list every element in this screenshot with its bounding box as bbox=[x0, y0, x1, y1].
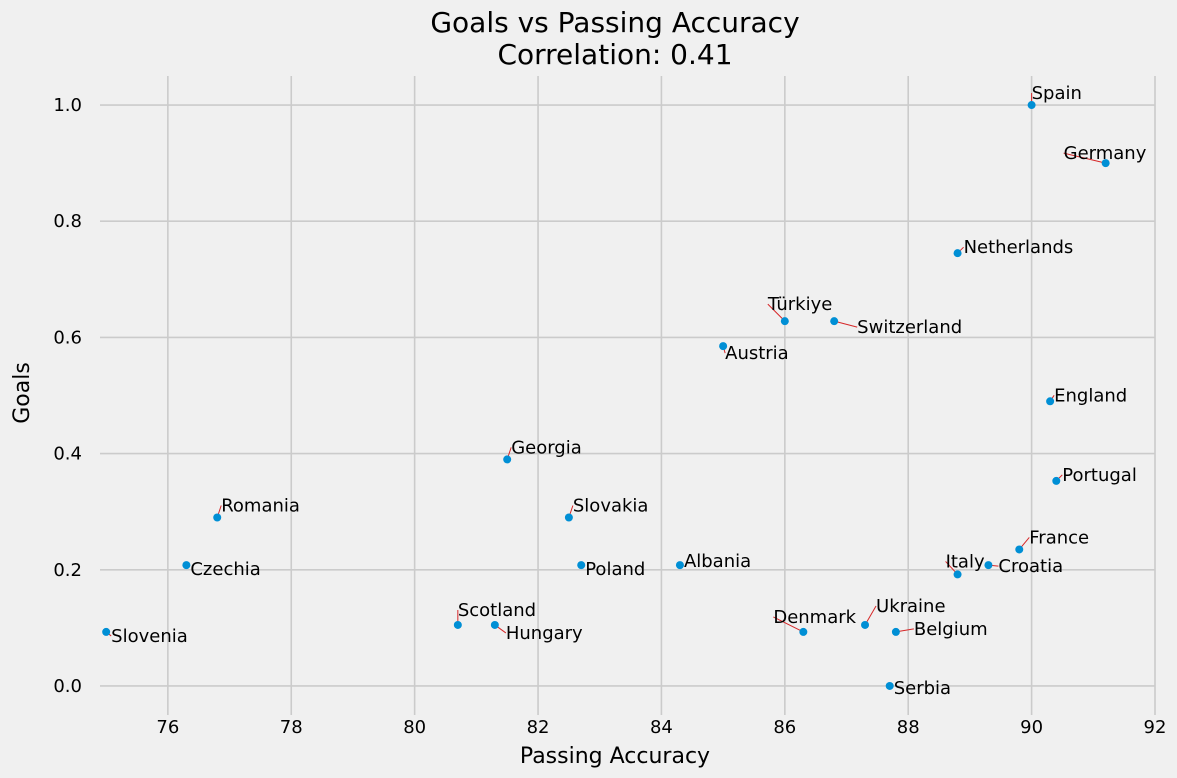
point-label: Germany bbox=[1064, 143, 1147, 164]
data-point bbox=[1101, 159, 1110, 168]
data-point bbox=[719, 342, 728, 351]
point-label: Poland bbox=[585, 559, 645, 580]
data-point bbox=[953, 249, 962, 258]
x-tick-label: 76 bbox=[156, 717, 179, 738]
x-tick-label: 78 bbox=[280, 717, 303, 738]
data-point bbox=[861, 620, 870, 629]
x-axis-label: Passing Accuracy bbox=[520, 744, 710, 769]
point-label: Italy bbox=[946, 551, 985, 572]
data-point bbox=[891, 627, 900, 636]
y-tick-label: 0.8 bbox=[53, 211, 82, 232]
leader-line bbox=[767, 303, 786, 322]
x-tick-label: 88 bbox=[897, 717, 920, 738]
chart-subtitle: Correlation: 0.41 bbox=[497, 38, 732, 71]
point-label: Albania bbox=[684, 551, 751, 572]
x-tick-label: 80 bbox=[403, 717, 426, 738]
data-point bbox=[503, 455, 512, 464]
point-label: Scotland bbox=[458, 600, 536, 621]
point-label: Romania bbox=[221, 495, 300, 516]
data-point bbox=[984, 561, 993, 570]
data-point bbox=[799, 627, 808, 636]
data-point bbox=[453, 620, 462, 629]
point-label: Türkiye bbox=[767, 294, 833, 315]
point-label: Austria bbox=[725, 343, 789, 364]
leader-line bbox=[773, 616, 804, 633]
data-point bbox=[953, 570, 962, 579]
point-label: Denmark bbox=[773, 607, 856, 628]
point-label: Portugal bbox=[1062, 465, 1137, 486]
leader-line bbox=[1063, 152, 1106, 164]
point-label: Slovakia bbox=[573, 495, 649, 516]
data-point bbox=[577, 561, 586, 570]
data-point bbox=[102, 627, 111, 636]
point-label: France bbox=[1029, 527, 1089, 548]
point-label: Croatia bbox=[998, 556, 1063, 577]
point-label: Switzerland bbox=[857, 317, 962, 338]
tick-labels: 76 78 80 82 84 86 88 90 92 0.0 0.2 0.4 0.6 0.8 1.0 bbox=[53, 95, 1166, 738]
data-points: Spain Germany Netherlands Türkiye Switzerlan… bbox=[102, 83, 1147, 699]
point-label: Spain bbox=[1032, 83, 1082, 104]
data-point bbox=[780, 317, 789, 326]
data-point bbox=[1027, 101, 1036, 110]
x-tick-label: 82 bbox=[527, 717, 550, 738]
y-tick-label: 0.6 bbox=[53, 327, 82, 348]
y-tick-label: 0.2 bbox=[53, 560, 82, 581]
chart-title: Goals vs Passing Accuracy bbox=[430, 6, 799, 39]
point-label: Netherlands bbox=[964, 237, 1074, 258]
data-point bbox=[213, 513, 222, 522]
x-tick-label: 92 bbox=[1144, 717, 1167, 738]
x-tick-label: 84 bbox=[650, 717, 673, 738]
y-tick-label: 0.4 bbox=[53, 444, 82, 465]
y-tick-label: 1.0 bbox=[53, 95, 82, 116]
data-point bbox=[1052, 476, 1061, 485]
data-point bbox=[564, 513, 573, 522]
point-label: Belgium bbox=[914, 619, 988, 640]
point-label: Slovenia bbox=[111, 626, 188, 647]
data-point bbox=[675, 561, 684, 570]
point-label: Ukraine bbox=[876, 596, 946, 617]
point-label: Hungary bbox=[506, 623, 583, 644]
data-point bbox=[830, 317, 839, 326]
y-axis-label: Goals bbox=[10, 362, 35, 424]
data-point bbox=[490, 620, 499, 629]
data-point bbox=[885, 681, 894, 690]
point-label: Georgia bbox=[511, 437, 582, 458]
grid bbox=[100, 76, 1156, 715]
data-point bbox=[1015, 545, 1024, 554]
data-point bbox=[182, 561, 191, 570]
x-tick-label: 90 bbox=[1020, 717, 1043, 738]
point-label: England bbox=[1054, 385, 1127, 406]
y-tick-label: 0.0 bbox=[53, 676, 82, 697]
point-label: Czechia bbox=[190, 559, 260, 580]
data-point bbox=[1046, 397, 1055, 406]
x-tick-label: 86 bbox=[773, 717, 796, 738]
point-label: Serbia bbox=[894, 678, 951, 699]
